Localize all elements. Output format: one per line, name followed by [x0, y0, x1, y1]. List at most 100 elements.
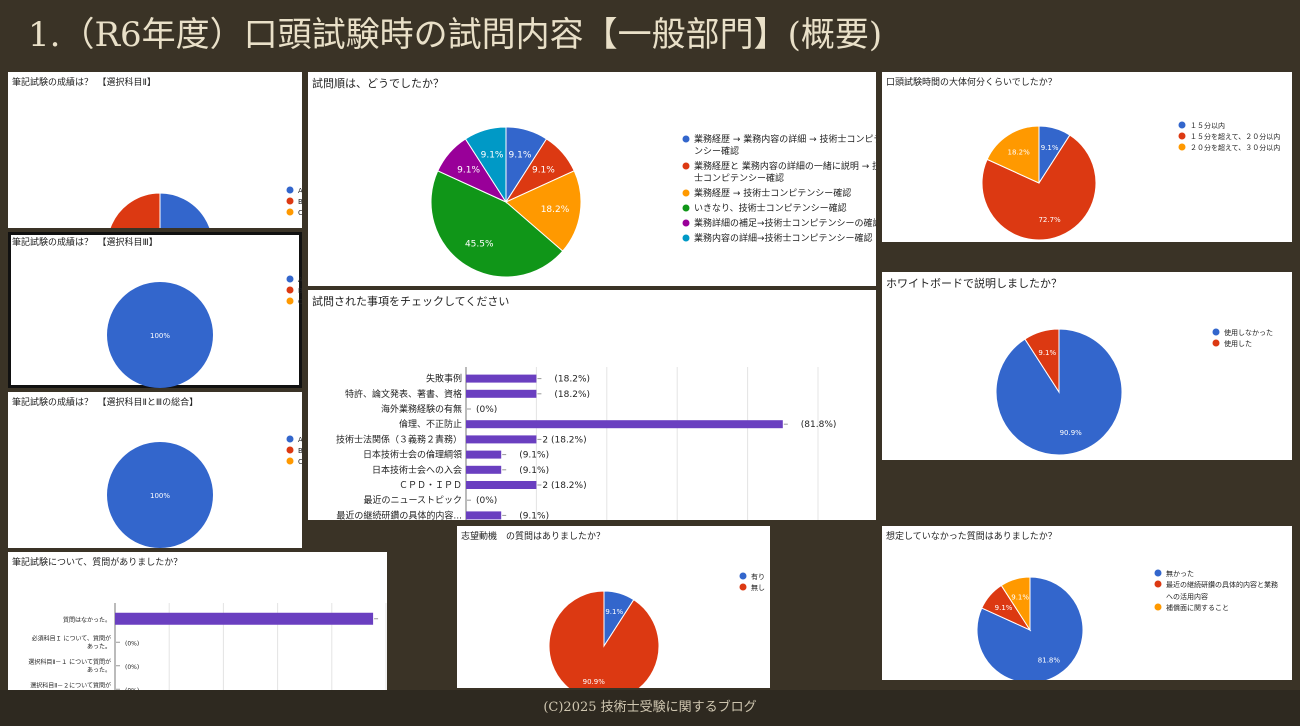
legend-marker	[1178, 143, 1186, 151]
value-label: (0%)	[476, 496, 497, 506]
chart-panel-motivation: 志望動機 の質問はありましたか？ 9.1% 90.9% 有り 無し	[457, 526, 770, 688]
legend-marker	[286, 208, 294, 216]
pie-slice	[107, 442, 213, 548]
category-label: 質問はなかった。	[63, 616, 111, 624]
category-label: 最近の継続研鑽の具体的内容...	[336, 509, 462, 520]
category-label: 海外業務経験の有無	[381, 403, 462, 415]
chart-panel-written-score-total: 筆記試験の成績は？ 【選択科目ⅡとⅢの総合】 100% A B C	[8, 392, 302, 548]
legend-marker	[286, 297, 294, 305]
pie-svg: 100% ABC	[107, 275, 302, 388]
legend-marker	[682, 135, 690, 143]
pie-slice	[986, 125, 1040, 184]
chart-panel-written-questions: 筆記試験について、質問がありましたか？ 質問はなかった。(100%)必須科目Ｉ …	[8, 552, 387, 708]
chart-title: 筆記試験について、質問がありましたか？	[12, 558, 183, 568]
category-label: 最近のニューストピック	[363, 494, 462, 506]
slice-label: 9.1%	[995, 604, 1013, 612]
slice-label: 90.9%	[1060, 429, 1083, 437]
bar	[466, 511, 502, 520]
chart-title: 筆記試験の成績は？ 【選択科目Ⅲ】	[12, 238, 158, 248]
value-label: (9.1%)	[519, 466, 549, 476]
chart-panel-unexpected: 想定していなかった質問はありましたか？ 81.8% 9.1% 9.1% 無かった 最近の…	[882, 526, 1292, 680]
slice-label: 9.1%	[1011, 593, 1029, 601]
value-label: (0%)	[476, 405, 497, 415]
legend-label: １５分を超えて、２０分以内	[1190, 132, 1280, 141]
chart-panel-oral-duration: 口頭試験時間の大体何分くらいでしたか？ 9.1% 72.7% 18.2% １５分以内 １…	[882, 72, 1292, 242]
bar	[466, 420, 783, 429]
chart-panel-written-score-2: 筆記試験の成績は？ 【選択科目Ⅱ】 63.6%36.4%ABC	[8, 72, 302, 228]
legend-label: B	[298, 198, 302, 206]
legend-label: ２０分を超えて、３０分以内	[1190, 143, 1280, 152]
legend-label: 業務内容の詳細→技術士コンピテンシー確認	[694, 232, 873, 244]
legend-marker	[682, 189, 690, 197]
bar	[466, 435, 537, 444]
legend-label: A	[298, 187, 302, 195]
legend-label: 最近の継続研鑽の具体的内容と業務への活用内容	[1166, 580, 1278, 601]
slice-label: 9.1%	[532, 166, 555, 176]
chart-title: ホワイトボードで説明しましたか？	[886, 277, 1062, 290]
legend-label: 業務経歴 → 業務内容の詳細 → 技術士コンピテンシー確認	[694, 133, 876, 157]
slice-label: 72.7%	[1038, 216, 1061, 224]
chart-panel-whiteboard: ホワイトボードで説明しましたか？ 90.9% 9.1% 使用しなかった 使用した	[882, 272, 1292, 460]
chart-title: 筆記試験の成績は？ 【選択科目Ⅱ】	[12, 78, 156, 88]
pie-svg: 63.6%36.4%ABC	[109, 186, 302, 228]
legend-label: A	[298, 436, 302, 444]
pie-slice	[107, 282, 213, 388]
slice-label: 9.1%	[1038, 349, 1056, 357]
bar	[115, 612, 374, 625]
pie-svg: 100% ABC	[107, 435, 302, 548]
legend-label: B	[298, 287, 302, 295]
legend-marker	[739, 583, 747, 591]
slice-label: 45.5%	[465, 240, 494, 250]
legend-label: C	[298, 458, 302, 466]
legend-marker	[1212, 339, 1220, 347]
slide-footer: (C)2025 技術士受験に関するブログ	[0, 690, 1300, 726]
chart-panel-checked-items: 試問された事項をチェックしてください 失敗事例 (18.2%) 特許、論文発表、著書…	[308, 290, 876, 520]
legend-label: C	[298, 209, 302, 217]
value-label: (18.2%)	[554, 390, 590, 400]
legend-marker	[286, 446, 294, 454]
bar	[466, 374, 537, 383]
legend-label: 使用しなかった	[1224, 328, 1273, 337]
chart-title: 試問順は、どうでしたか？	[312, 77, 444, 90]
pie-slice	[159, 192, 211, 228]
category-label: ＣＰＤ・ＩＰＤ	[399, 481, 462, 491]
legend-marker	[739, 572, 747, 580]
chart-title: 想定していなかった質問はありましたか？	[886, 532, 1057, 542]
category-label: 技術士法関係（３義務２責務）	[336, 433, 462, 445]
pie-slice	[109, 192, 161, 228]
slice-label: 100%	[150, 492, 170, 500]
legend-label: いきなり、技術士コンピテンシー確認	[694, 202, 847, 214]
value-label: 2 (18.2%)	[542, 435, 586, 445]
pie-svg: 9.1% 72.7% 18.2% １５分以内 １５分を超えて、２０分以内 ２０分を超えて、…	[981, 121, 1280, 241]
category-label: 選択科目Ⅱ－１ について質問があった。	[28, 658, 111, 674]
slice-label: 18.2%	[541, 205, 570, 215]
bar	[466, 465, 502, 474]
value-label: (0%)	[125, 664, 139, 671]
legend-label: 補償面に関すること	[1166, 603, 1229, 612]
legend-marker	[286, 186, 294, 194]
pie-slice	[1024, 328, 1060, 394]
pie-slice	[505, 170, 582, 252]
legend-marker	[682, 162, 690, 170]
slice-label: 90.9%	[583, 678, 606, 686]
slice-label: 9.1%	[509, 151, 532, 161]
legend-label: 無し	[751, 583, 765, 592]
legend-label: 使用した	[1224, 339, 1252, 348]
legend-marker	[1178, 121, 1186, 129]
pie-svg: 9.1%9.1%18.2%45.5%9.1%9.1%業務経歴 → 業務内容の詳細…	[430, 126, 876, 278]
bar-svg: 失敗事例 (18.2%) 特許、論文発表、著書、資格 (18.2%) 海外業務経験の有無…	[336, 367, 836, 520]
pie-slice	[548, 590, 660, 688]
value-label: (9.1%)	[519, 451, 549, 461]
slice-label: 9.1%	[457, 166, 480, 176]
legend-label: 業務詳細の補足→技術士コンピテンシーの確認	[694, 217, 876, 229]
value-label: (9.1%)	[519, 511, 549, 520]
legend-marker	[1178, 132, 1186, 140]
slide-title: 1.（R6年度）口頭試験時の試問内容【一般部門】(概要)	[28, 15, 883, 55]
legend-label: 業務経歴と 業務内容の詳細の一緒に説明 → 技術士コンピテンシー確認	[694, 160, 876, 184]
category-label: 必須科目Ｉ について、質問があった。	[32, 634, 111, 650]
slice-label: 100%	[150, 332, 170, 340]
category-label: 失敗事例	[426, 373, 462, 385]
legend-marker	[1154, 603, 1162, 611]
chart-panel-question-order: 試問順は、どうでしたか？ 9.1% 9.1% 18.2% 45.5% 9.1% 9.1% 業…	[308, 72, 876, 286]
